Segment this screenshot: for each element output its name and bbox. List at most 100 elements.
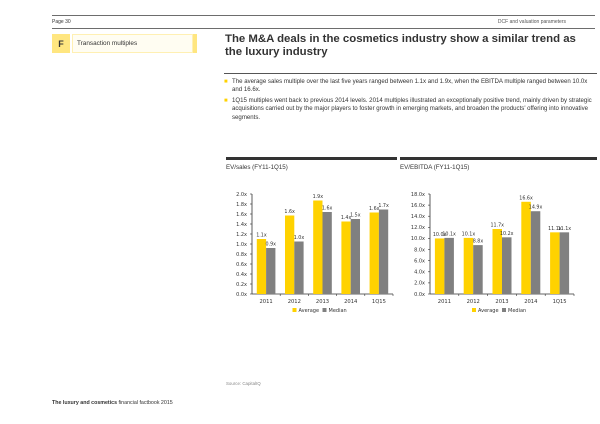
source-note: Source: CapitalIQ xyxy=(226,381,261,386)
page-label: Page 30 xyxy=(52,19,71,25)
ev-ebitda-chart: 0.0x 2.0x 4.0x 6.0x 8.0x 10.0x 12.0x 14.0x 16.0x… xyxy=(411,192,575,314)
header-bottom-rule xyxy=(52,28,595,29)
data-label: 1.6x xyxy=(322,206,333,212)
x-tick-label: 2014 xyxy=(524,299,538,305)
data-label: 10.0x xyxy=(433,232,447,238)
x-tick-label: 2013 xyxy=(495,299,508,305)
data-label: 16.6x xyxy=(519,195,533,201)
bar-average xyxy=(550,232,560,294)
bullet-list: ■ The average sales multiple over the la… xyxy=(224,78,599,124)
data-label: 10.1x xyxy=(442,231,456,237)
y-tick-label: 18.0x xyxy=(411,192,425,198)
bullet-icon: ■ xyxy=(224,97,228,104)
section-accent xyxy=(193,34,197,53)
y-tick-label: 1.6x xyxy=(236,212,247,218)
data-label: 1.5x xyxy=(350,213,361,219)
data-label: 11.1x xyxy=(558,226,572,232)
x-tick-label: 2013 xyxy=(316,299,329,305)
headline-rule xyxy=(224,73,597,74)
data-label: 8.8x xyxy=(473,239,484,245)
data-label: 1.6x xyxy=(284,209,295,215)
y-tick-label: 16.0x xyxy=(411,203,425,209)
y-tick-label: 10.0x xyxy=(411,236,425,242)
x-tick-label: 2012 xyxy=(288,299,301,305)
legend-swatch-median xyxy=(502,308,506,312)
chart-title-ev-sales: EV/sales (FY11-1Q15) xyxy=(226,164,288,171)
bar-average xyxy=(521,201,531,294)
x-tick-label: 1Q15 xyxy=(553,299,567,305)
footer: The luxury and cosmetics financial factb… xyxy=(52,400,173,406)
x-tick-label: 1Q15 xyxy=(372,299,386,305)
bar-median xyxy=(559,232,570,294)
legend-swatch-average xyxy=(292,308,297,312)
legend-swatch-median xyxy=(322,308,327,312)
data-label: 11.7x xyxy=(490,223,504,229)
y-tick-label: 0.0x xyxy=(236,292,247,298)
data-label: 1.4x xyxy=(341,215,352,221)
x-tick-label: 2011 xyxy=(259,299,272,305)
x-tick-label: 2014 xyxy=(344,299,358,305)
chart-title-ev-ebitda: EV/EBITDA (FY11-1Q15) xyxy=(400,164,470,171)
section-title-text: Transaction multiples xyxy=(77,40,138,47)
data-label: 1.6x xyxy=(369,206,380,212)
y-tick-label: 0.6x xyxy=(236,262,247,268)
bar-median xyxy=(530,211,541,294)
data-label: 10.2x xyxy=(500,231,514,237)
x-tick-label: 2011 xyxy=(438,299,451,305)
y-tick-label: 0.2x xyxy=(236,282,247,288)
x-tick-label: 2012 xyxy=(467,299,480,305)
y-tick-label: 14.0x xyxy=(411,214,425,220)
y-tick-label: 0.4x xyxy=(236,272,247,278)
y-tick-label: 6.0x xyxy=(414,258,425,264)
bullet-text: The average sales multiple over the last… xyxy=(232,78,588,94)
chart-right-rule xyxy=(400,157,597,160)
header-top-rule xyxy=(52,15,595,16)
bar-median xyxy=(294,241,304,294)
bar-average xyxy=(369,212,379,294)
legend-label-median: Median xyxy=(329,308,347,314)
bar-median xyxy=(502,237,512,294)
y-tick-label: 1.2x xyxy=(236,232,247,238)
bar-median xyxy=(350,219,361,294)
bar-median xyxy=(322,212,332,294)
ev-sales-chart: 0.0x 0.2x 0.4x 0.6x 0.8x 1.0x 1.2x 1.4x 1.6x 1.8x… xyxy=(236,192,394,314)
y-tick-label: 0.8x xyxy=(236,252,247,258)
bullet-item: ■ 1Q15 multiples went back to previous 2… xyxy=(224,97,599,122)
bar-median xyxy=(444,237,454,294)
chart-left-rule xyxy=(226,157,397,160)
page-headline: The M&A deals in the cosmetics industry … xyxy=(225,33,576,58)
bullet-item: ■ The average sales multiple over the la… xyxy=(224,78,599,95)
y-tick-label: 0.0x xyxy=(414,292,425,298)
data-label: 11.1x xyxy=(548,226,562,232)
section-label: DCF and valuation parameters xyxy=(497,19,566,25)
data-label: 1.1x xyxy=(256,233,267,239)
bar-average xyxy=(284,215,295,294)
y-tick-label: 12.0x xyxy=(411,225,425,231)
data-label: 0.9x xyxy=(266,242,277,248)
data-label: 1.9x xyxy=(313,194,324,200)
y-tick-label: 1.8x xyxy=(236,202,247,208)
bullet-icon: ■ xyxy=(224,79,228,85)
bullet-text: 1Q15 multiples went back to previous 201… xyxy=(232,96,592,121)
bar-average xyxy=(434,238,445,294)
legend-label-average: Average xyxy=(299,308,320,314)
section-title: Transaction multiples xyxy=(72,34,193,53)
legend-swatch-average xyxy=(472,308,476,312)
y-tick-label: 4.0x xyxy=(414,270,425,276)
bar-median xyxy=(473,245,483,294)
data-label: 10.1x xyxy=(462,231,476,237)
bar-average xyxy=(492,229,502,294)
y-tick-label: 1.4x xyxy=(236,222,247,228)
legend-label-average: Average xyxy=(478,308,499,314)
bar-average xyxy=(463,237,474,294)
footer-rest: financial factbook 2015 xyxy=(117,400,173,406)
legend-label-median: Median xyxy=(508,308,526,314)
data-label: 14.9x xyxy=(529,205,543,211)
bar-average xyxy=(313,200,323,294)
data-label: 1.0x xyxy=(294,235,305,241)
bar-average xyxy=(256,239,267,294)
section-letter: F xyxy=(52,34,70,53)
footer-bold: The luxury and cosmetics xyxy=(52,400,118,406)
y-tick-label: 8.0x xyxy=(414,247,425,253)
data-label: 1.7x xyxy=(378,203,389,209)
